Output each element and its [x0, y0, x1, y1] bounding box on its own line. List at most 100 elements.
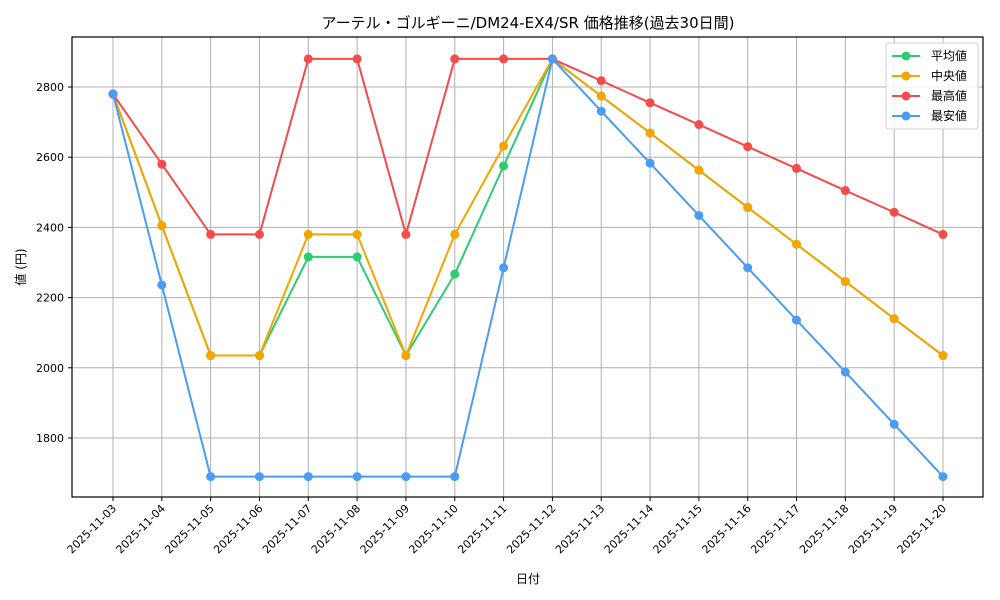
legend-swatch-marker [901, 51, 911, 61]
x-tick-label: 2025-11-20 [895, 502, 949, 556]
data-point [352, 54, 362, 64]
legend-label: 平均値 [931, 48, 967, 63]
data-point [889, 207, 899, 217]
legend-swatch-marker [901, 71, 911, 81]
x-tick-label: 2025-11-14 [602, 502, 656, 556]
data-point [743, 142, 753, 152]
data-series [108, 54, 948, 482]
data-point [499, 263, 509, 273]
data-point [840, 367, 850, 377]
legend-entry: 最安値 [892, 108, 967, 123]
legend-swatch-marker [901, 91, 911, 101]
data-point [401, 351, 411, 361]
data-point [206, 351, 216, 361]
data-point [206, 472, 216, 482]
chart-title: アーテル・ゴルギーニ/DM24-EX4/SR 価格推移(過去30日間) [321, 14, 734, 32]
x-tick-label: 2025-11-03 [65, 502, 119, 556]
data-point [792, 163, 802, 173]
data-point [645, 98, 655, 108]
data-point [499, 54, 509, 64]
y-tick-label: 2200 [36, 292, 64, 305]
data-point [254, 351, 264, 361]
data-point [303, 472, 313, 482]
data-point [303, 252, 313, 262]
series-path [112, 57, 944, 478]
data-point [108, 89, 118, 99]
data-point [938, 472, 948, 482]
x-tick-label: 2025-11-15 [651, 502, 705, 556]
data-point [743, 202, 753, 212]
data-point [352, 252, 362, 262]
y-tick-label: 2000 [36, 362, 64, 375]
legend-label: 中央値 [931, 68, 967, 83]
data-point [303, 54, 313, 64]
data-point [254, 472, 264, 482]
data-point [352, 229, 362, 239]
legend-box [885, 42, 979, 130]
data-point [645, 128, 655, 138]
data-point [450, 269, 460, 279]
data-point [401, 472, 411, 482]
data-point [889, 419, 899, 429]
data-point [840, 276, 850, 286]
y-tick-label: 2400 [36, 221, 64, 234]
data-point [499, 141, 509, 151]
series-line [108, 54, 948, 361]
y-axis-ticks: 1800 2000 2200 2400 2600 2800 [36, 81, 72, 445]
data-point [499, 161, 509, 171]
x-tick-label: 2025-11-07 [260, 502, 314, 556]
y-tick-label: 2600 [36, 151, 64, 164]
data-point [645, 158, 655, 168]
x-tick-label: 2025-11-10 [406, 502, 460, 556]
data-point [889, 314, 899, 324]
x-tick-label: 2025-11-12 [504, 502, 558, 556]
x-tick-label: 2025-11-09 [358, 502, 412, 556]
x-tick-label: 2025-11-08 [309, 502, 363, 556]
data-point [450, 229, 460, 239]
x-tick-label: 2025-11-06 [211, 502, 265, 556]
x-tick-label: 2025-11-18 [797, 502, 851, 556]
x-tick-label: 2025-11-11 [455, 502, 509, 556]
grid-lines [72, 37, 983, 497]
legend-swatch-marker [901, 111, 911, 121]
y-tick-label: 1800 [36, 432, 64, 445]
y-tick-label: 2800 [36, 81, 64, 94]
data-point [743, 263, 753, 273]
data-point [206, 229, 216, 239]
data-point [450, 54, 460, 64]
data-point [157, 280, 167, 290]
legend-entry: 平均値 [892, 48, 967, 63]
data-point [694, 165, 704, 175]
data-point [792, 239, 802, 249]
data-point [254, 229, 264, 239]
data-point [792, 315, 802, 325]
series-line [108, 54, 948, 239]
data-point [596, 76, 606, 86]
data-point [401, 229, 411, 239]
plot-frame [71, 36, 984, 498]
y-axis-label: 値 (円) [13, 248, 28, 285]
series-path [112, 57, 944, 357]
data-point [596, 91, 606, 101]
legend-label: 最高値 [931, 88, 967, 103]
legend-label: 最安値 [931, 108, 967, 123]
x-tick-label: 2025-11-16 [699, 502, 753, 556]
data-point [157, 221, 167, 231]
data-point [596, 106, 606, 116]
legend-entry: 最高値 [892, 88, 967, 103]
x-tick-label: 2025-11-17 [748, 502, 802, 556]
data-point [450, 472, 460, 482]
x-tick-label: 2025-11-04 [114, 502, 168, 556]
x-tick-label: 2025-11-05 [162, 502, 216, 556]
series-line [108, 54, 948, 361]
x-axis-ticks: 2025-11-032025-11-042025-11-052025-11-06… [65, 497, 949, 556]
series-path [112, 57, 944, 236]
series-line [108, 54, 948, 482]
data-point [694, 120, 704, 130]
data-point [938, 351, 948, 361]
data-point [547, 54, 557, 64]
x-tick-label: 2025-11-13 [553, 502, 607, 556]
